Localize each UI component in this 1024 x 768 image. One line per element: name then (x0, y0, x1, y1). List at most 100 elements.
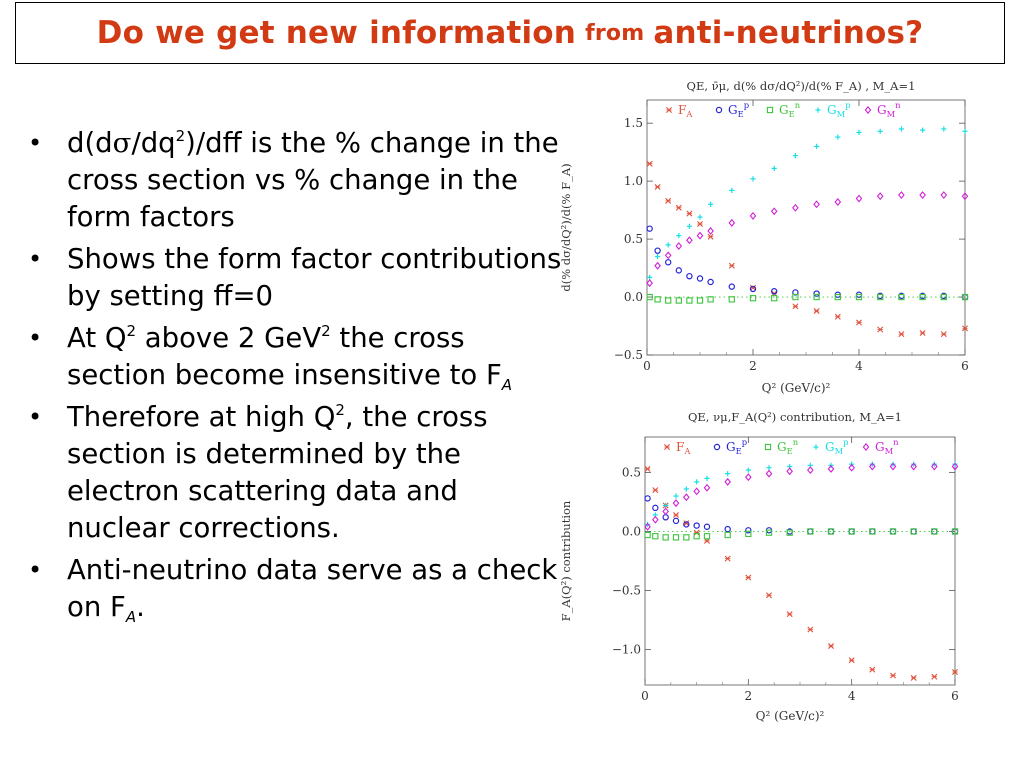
data-point (835, 134, 841, 140)
data-point (729, 187, 735, 194)
title-part-3: anti-neutrinos? (653, 15, 924, 51)
legend-item: FA (666, 103, 693, 119)
data-point (683, 520, 690, 527)
data-point (786, 529, 793, 536)
data-point (654, 183, 661, 190)
data-point (663, 502, 669, 509)
data-point (683, 486, 689, 492)
y-tick-label: 0.0 (622, 524, 641, 538)
title-part-2: from (585, 20, 645, 46)
legend-item: GEp (713, 437, 747, 456)
data-point (856, 129, 862, 136)
bullet-text: )/dff is the % change in the cross secti… (67, 127, 559, 233)
data-point (683, 493, 690, 502)
chart-2: 0 2 4 6 −1.0 −0.5 0.0 0.5 QE, νμ,F_A(Q²) contrib… (559, 410, 959, 723)
series-G_M^n (646, 191, 969, 288)
data-point (931, 462, 938, 471)
superscript: 2 (335, 401, 345, 419)
data-point (910, 462, 917, 471)
data-point (855, 194, 863, 203)
data-point (707, 296, 714, 303)
data-point (647, 274, 653, 280)
data-point (792, 303, 799, 310)
series-G_E^p (646, 225, 969, 301)
series-G_M^p (647, 126, 968, 280)
data-point (750, 176, 756, 182)
data-point (876, 192, 884, 201)
data-point (889, 462, 897, 471)
data-point (766, 592, 772, 599)
data-point (792, 293, 799, 301)
bullet-text: , the cross section is determined by the… (67, 401, 488, 544)
data-point (703, 533, 711, 540)
sigma-symbol: σ (112, 127, 132, 159)
legend-item: GMp (815, 100, 851, 119)
data-point (686, 210, 693, 217)
data-point (834, 293, 841, 301)
data-point (693, 487, 700, 496)
x-tick-label: 0 (643, 359, 651, 373)
x-axis-label: Q² (GeV/c)² (756, 709, 825, 723)
data-point (931, 528, 938, 535)
data-point (951, 462, 959, 471)
data-point (665, 197, 672, 204)
data-point (749, 211, 757, 220)
data-point (766, 465, 772, 471)
data-point (961, 293, 969, 301)
data-point (931, 673, 938, 680)
data-point (696, 275, 704, 282)
data-point (707, 278, 714, 286)
bullet-item: Shows the form factor contributions by s… (22, 241, 562, 315)
data-point (665, 297, 672, 304)
y-axis-label: F_A(Q²) contribution (559, 500, 573, 621)
data-point (962, 325, 968, 332)
y-tick-label: 1.5 (624, 116, 643, 130)
subscript: A (501, 376, 513, 394)
data-point (707, 233, 714, 240)
data-point (807, 626, 814, 633)
data-point (686, 297, 693, 304)
series-F_A (644, 465, 958, 681)
series-G_M^p (644, 461, 958, 527)
legend-item: FA (664, 440, 691, 456)
data-point (728, 296, 735, 303)
data-point (919, 191, 926, 200)
legend-label: GMn (877, 100, 901, 119)
data-point (652, 487, 659, 494)
data-point (672, 517, 680, 525)
data-point (704, 475, 710, 481)
legend-item: GEn (766, 100, 801, 119)
data-point (646, 225, 653, 232)
data-point (807, 466, 814, 475)
data-point (672, 499, 680, 508)
data-point (890, 672, 896, 679)
x-tick-label: 4 (855, 359, 863, 373)
data-point (750, 284, 756, 291)
chart-1: 0 2 4 6 −0.5 0.0 0.5 1.0 1.5 QE, ν̄μ, d(% dσ/dQ²)… (559, 79, 969, 395)
x-tick-label: 6 (961, 359, 969, 373)
bullet-text: above 2 GeV (136, 322, 322, 354)
data-point (654, 261, 661, 270)
data-point (856, 319, 862, 326)
data-point (686, 236, 693, 245)
superscript: 2 (126, 322, 137, 340)
series-F_A (646, 160, 968, 338)
data-point (877, 293, 884, 301)
data-point (792, 203, 799, 212)
data-point (675, 204, 682, 211)
legend-label: FA (678, 103, 693, 119)
bullet-item: d(dσ/dq2)/dff is the % change in the cro… (22, 125, 562, 236)
data-point (765, 529, 773, 536)
data-point (652, 504, 659, 512)
data-point (898, 191, 905, 200)
x-tick-label: 0 (641, 689, 649, 703)
data-point (834, 313, 841, 320)
bullet-text: d(d (67, 127, 113, 159)
data-point (686, 223, 692, 229)
data-point (771, 295, 778, 302)
legend-label: GMp (827, 100, 851, 119)
plot-frame (646, 99, 966, 356)
data-point (749, 285, 757, 293)
data-point (813, 290, 820, 297)
